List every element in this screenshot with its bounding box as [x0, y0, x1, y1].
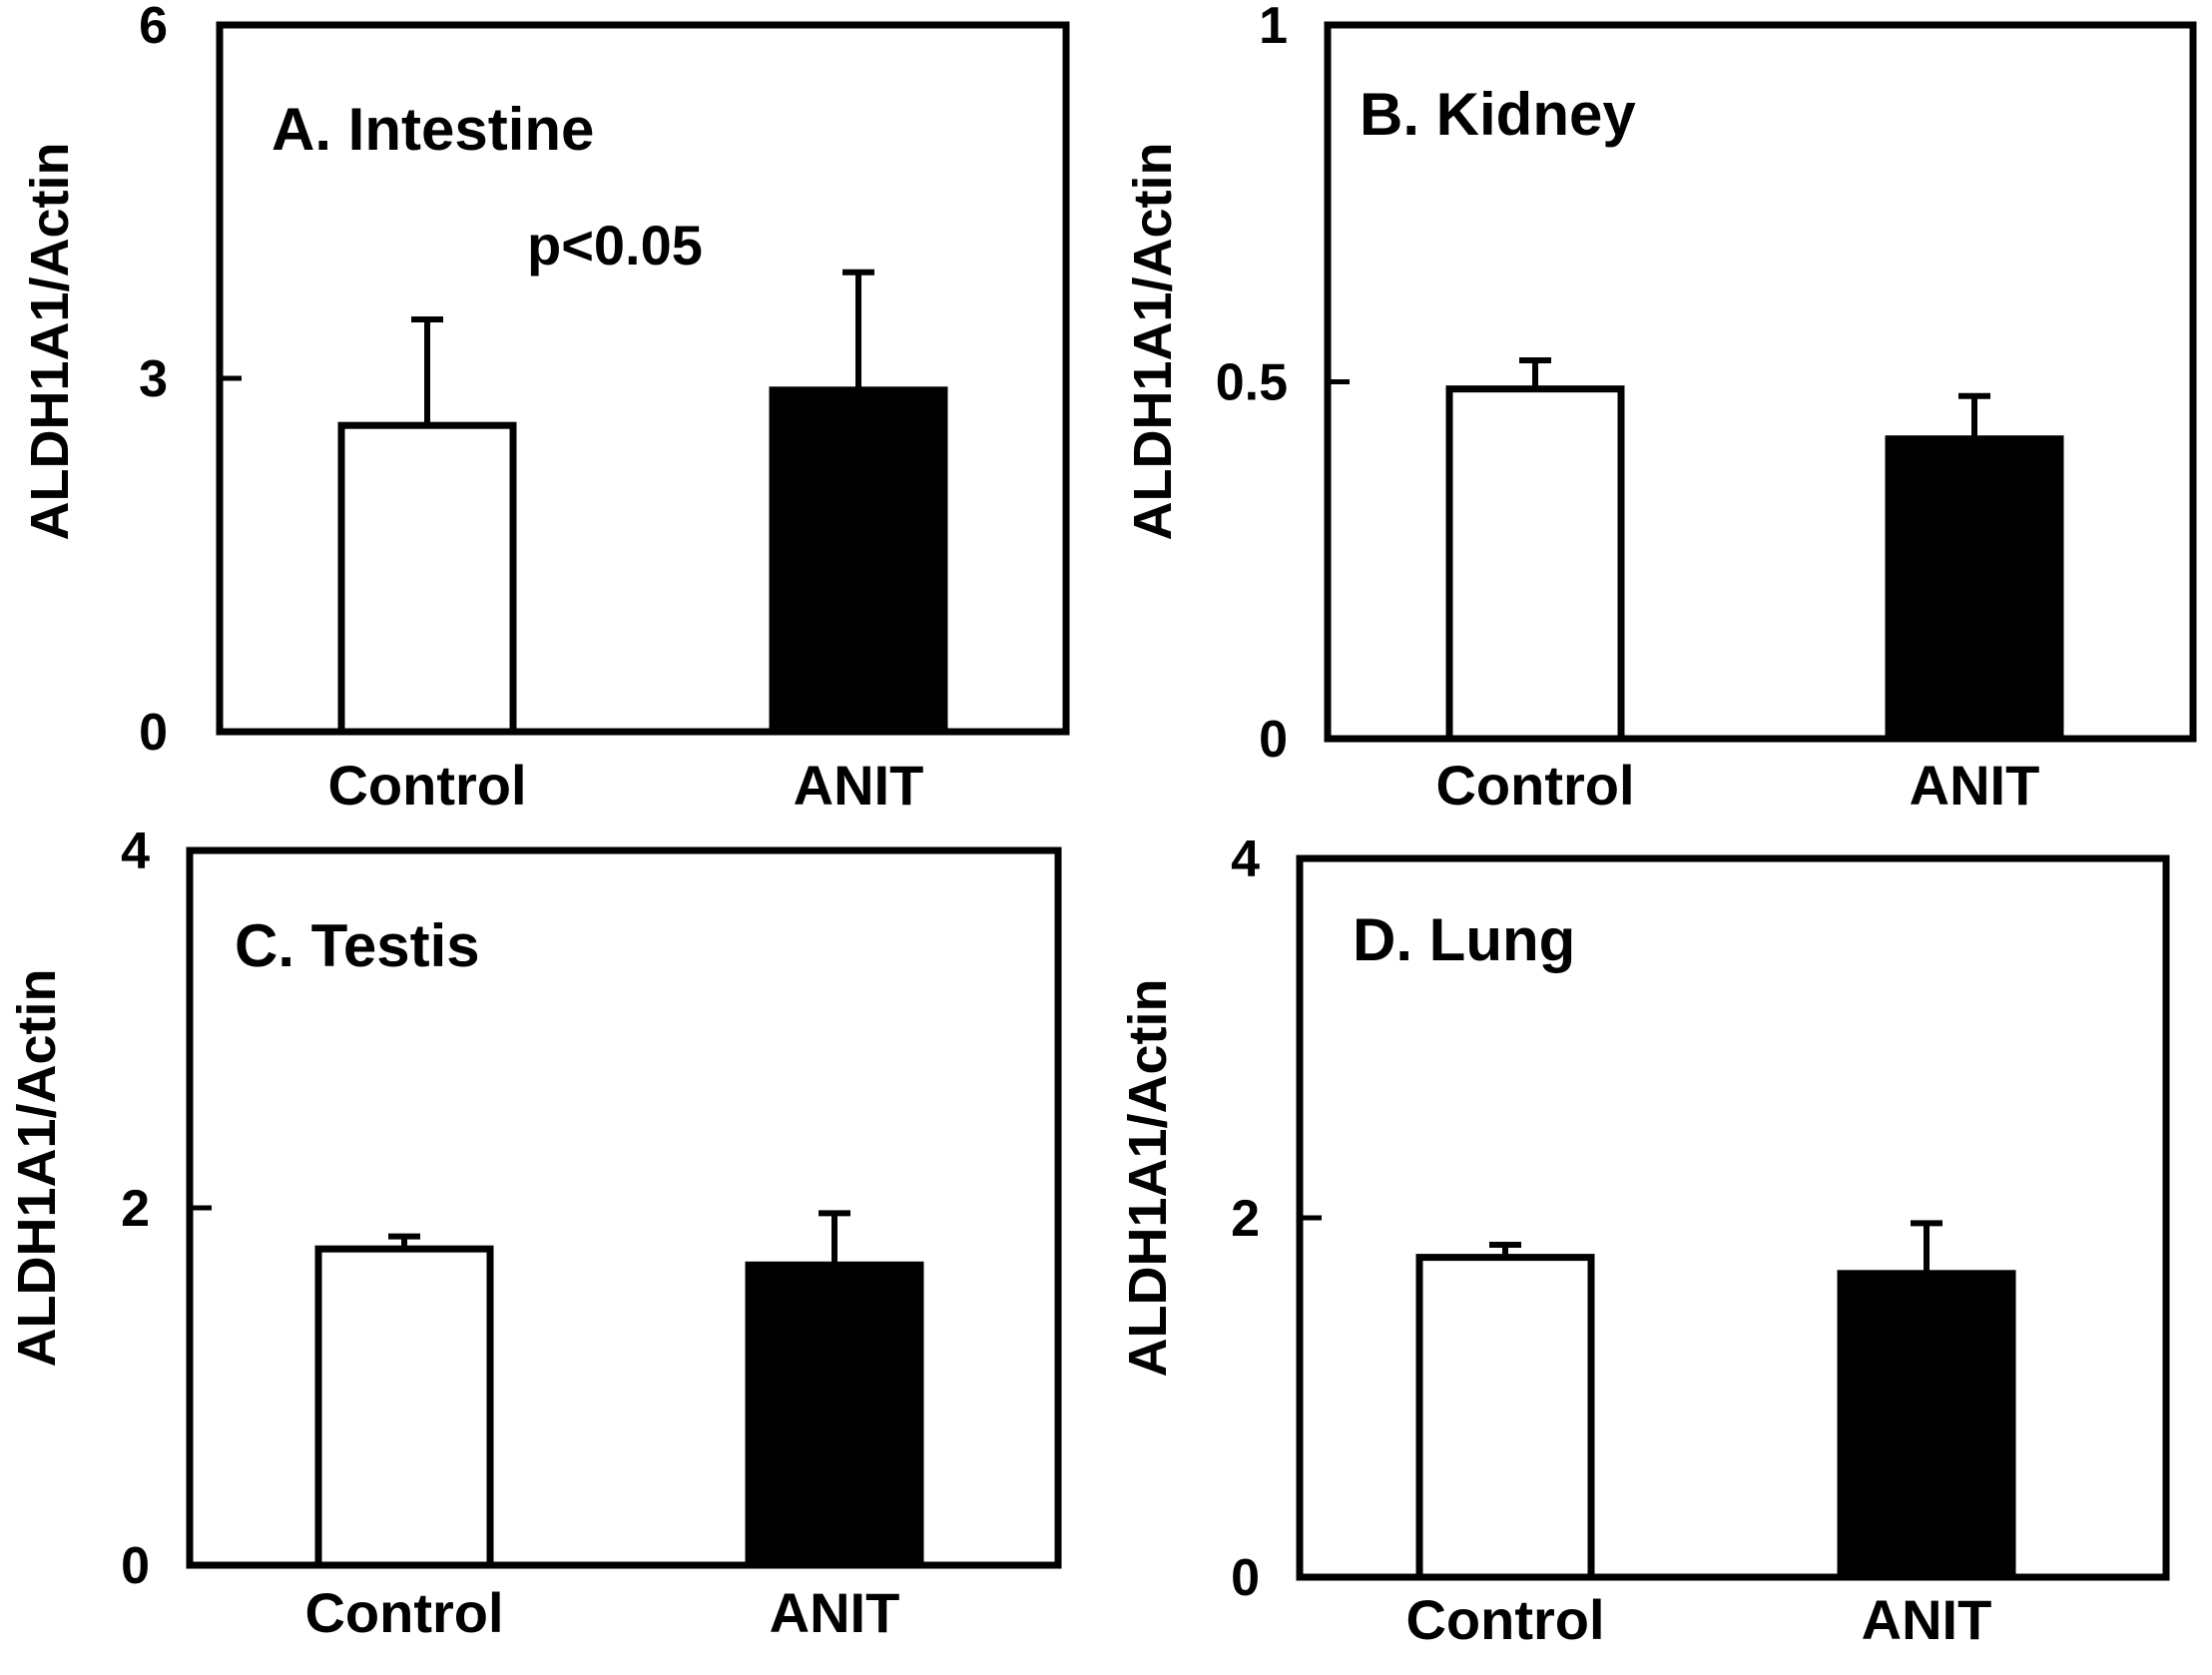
panel-title: C. Testis: [235, 912, 480, 979]
x-category-label: Control: [327, 754, 526, 817]
panel-c: 0 2 4 Control ANIT ALDH1A1/Actin C. Testis: [7, 823, 1062, 1644]
x-category-label: ANIT: [770, 1581, 900, 1644]
x-category-label: ANIT: [1910, 754, 2040, 817]
y-tick-label: 4: [121, 823, 150, 880]
bar-control: [314, 1245, 494, 1569]
panel-a: 0 3 6 Control ANIT ALDH1A1/Actin A. Intestine p…: [20, 0, 1070, 817]
panel-title: B. Kidney: [1360, 81, 1636, 148]
x-category-label: ANIT: [794, 754, 924, 817]
x-category-label: Control: [1405, 1588, 1604, 1651]
y-tick-label: 0: [1231, 1549, 1260, 1607]
bar-anit: [745, 1261, 924, 1569]
y-tick-label: 3: [139, 350, 168, 408]
y-axis-label: ALDH1A1/Actin: [1123, 142, 1183, 540]
panel-b: 0 0.5 1 Control ANIT ALDH1A1/Actin B. Kidney: [1123, 0, 2197, 817]
y-tick-label: 2: [121, 1180, 150, 1238]
y-tick-label: 0: [1259, 711, 1288, 769]
bar-anit: [1885, 435, 2064, 743]
bar-control: [1445, 385, 1625, 743]
bar-anit: [1837, 1270, 2016, 1581]
y-axis-label: ALDH1A1/Actin: [20, 142, 80, 540]
panel-title: D. Lung: [1353, 906, 1575, 973]
panel-d: 0 2 4 Control ANIT ALDH1A1/Actin D. Lung: [1118, 831, 2170, 1651]
y-tick-label: 0: [139, 704, 168, 762]
y-tick-label: 2: [1231, 1190, 1260, 1248]
y-tick-label: 6: [139, 0, 168, 55]
x-category-label: ANIT: [1862, 1588, 1992, 1651]
y-tick-label: 0: [121, 1537, 150, 1595]
y-tick-label: 1: [1259, 0, 1288, 55]
y-tick-label: 4: [1231, 831, 1260, 888]
y-axis-label: ALDH1A1/Actin: [7, 968, 67, 1367]
bar-control: [337, 421, 517, 736]
x-category-label: Control: [304, 1581, 503, 1644]
significance-annotation: p<0.05: [527, 214, 703, 277]
bar-control: [1415, 1254, 1595, 1581]
panel-title: A. Intestine: [272, 96, 594, 163]
bar-anit: [769, 386, 948, 736]
y-axis-label: ALDH1A1/Actin: [1118, 978, 1178, 1377]
y-tick-label: 0.5: [1216, 354, 1288, 412]
x-category-label: Control: [1435, 754, 1634, 817]
